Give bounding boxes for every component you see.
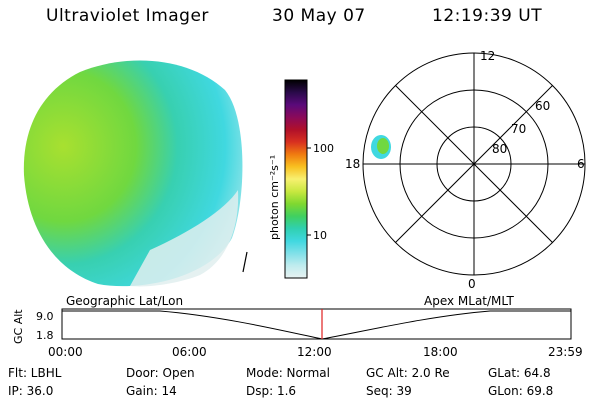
timeline-ytick-1.8: 1.8: [36, 329, 54, 342]
info-glon: GLon: 69.8: [488, 384, 554, 398]
info-glat: GLat: 64.8: [488, 366, 551, 380]
timeline-left-label: Geographic Lat/Lon: [66, 294, 183, 308]
mlt-label-12: 12: [480, 49, 495, 63]
mlt-label-0: 0: [468, 277, 476, 291]
timeline-ytick-9: 9.0: [36, 310, 54, 323]
mlat-label-70: 70: [511, 122, 526, 136]
timeline-right-label: Apex MLat/MLT: [424, 294, 514, 308]
timeline-xtick-2359: 23:59: [548, 345, 583, 359]
info-gc-alt: GC Alt: 2.0 Re: [366, 366, 450, 380]
timeline-xtick-0000: 00:00: [48, 345, 83, 359]
timeline-ylabel: GC Alt: [12, 309, 25, 344]
uv-image-disk: [23, 60, 243, 287]
info-gain: Gain: 14: [126, 384, 177, 398]
altitude-curve: [62, 310, 571, 340]
info-seq: Seq: 39: [366, 384, 412, 398]
info-mode: Mode: Normal: [246, 366, 330, 380]
colorbar-tick-label-10: 10: [313, 229, 327, 242]
colorbar: [284, 79, 308, 279]
info-door: Door: Open: [126, 366, 195, 380]
timeline-xtick-1200: 12:00: [297, 345, 332, 359]
timeline-xtick-1800: 18:00: [423, 345, 458, 359]
image-date: 30 May 07: [272, 6, 366, 26]
image-title: Ultraviolet Imager: [46, 6, 209, 26]
mlt-label-6: 6: [577, 157, 585, 171]
info-ip: IP: 36.0: [8, 384, 54, 398]
colorbar-label: photon cm⁻²s⁻¹: [268, 155, 281, 240]
polar-diagonal-2: [395, 85, 553, 243]
timeline-frame: [61, 308, 572, 340]
mlat-label-80: 80: [492, 142, 507, 156]
disk-tick: [242, 251, 248, 273]
image-time: 12:19:39 UT: [432, 6, 543, 26]
mlat-label-60: 60: [535, 99, 550, 113]
info-filter: Flt: LBHL: [8, 366, 62, 380]
mlt-label-18: 18: [345, 157, 360, 171]
timeline-xtick-0600: 06:00: [172, 345, 207, 359]
info-dsp: Dsp: 1.6: [246, 384, 297, 398]
polar-plot: [362, 52, 586, 276]
aurora-patch: [371, 135, 391, 159]
colorbar-tick-label-100: 100: [313, 142, 334, 155]
